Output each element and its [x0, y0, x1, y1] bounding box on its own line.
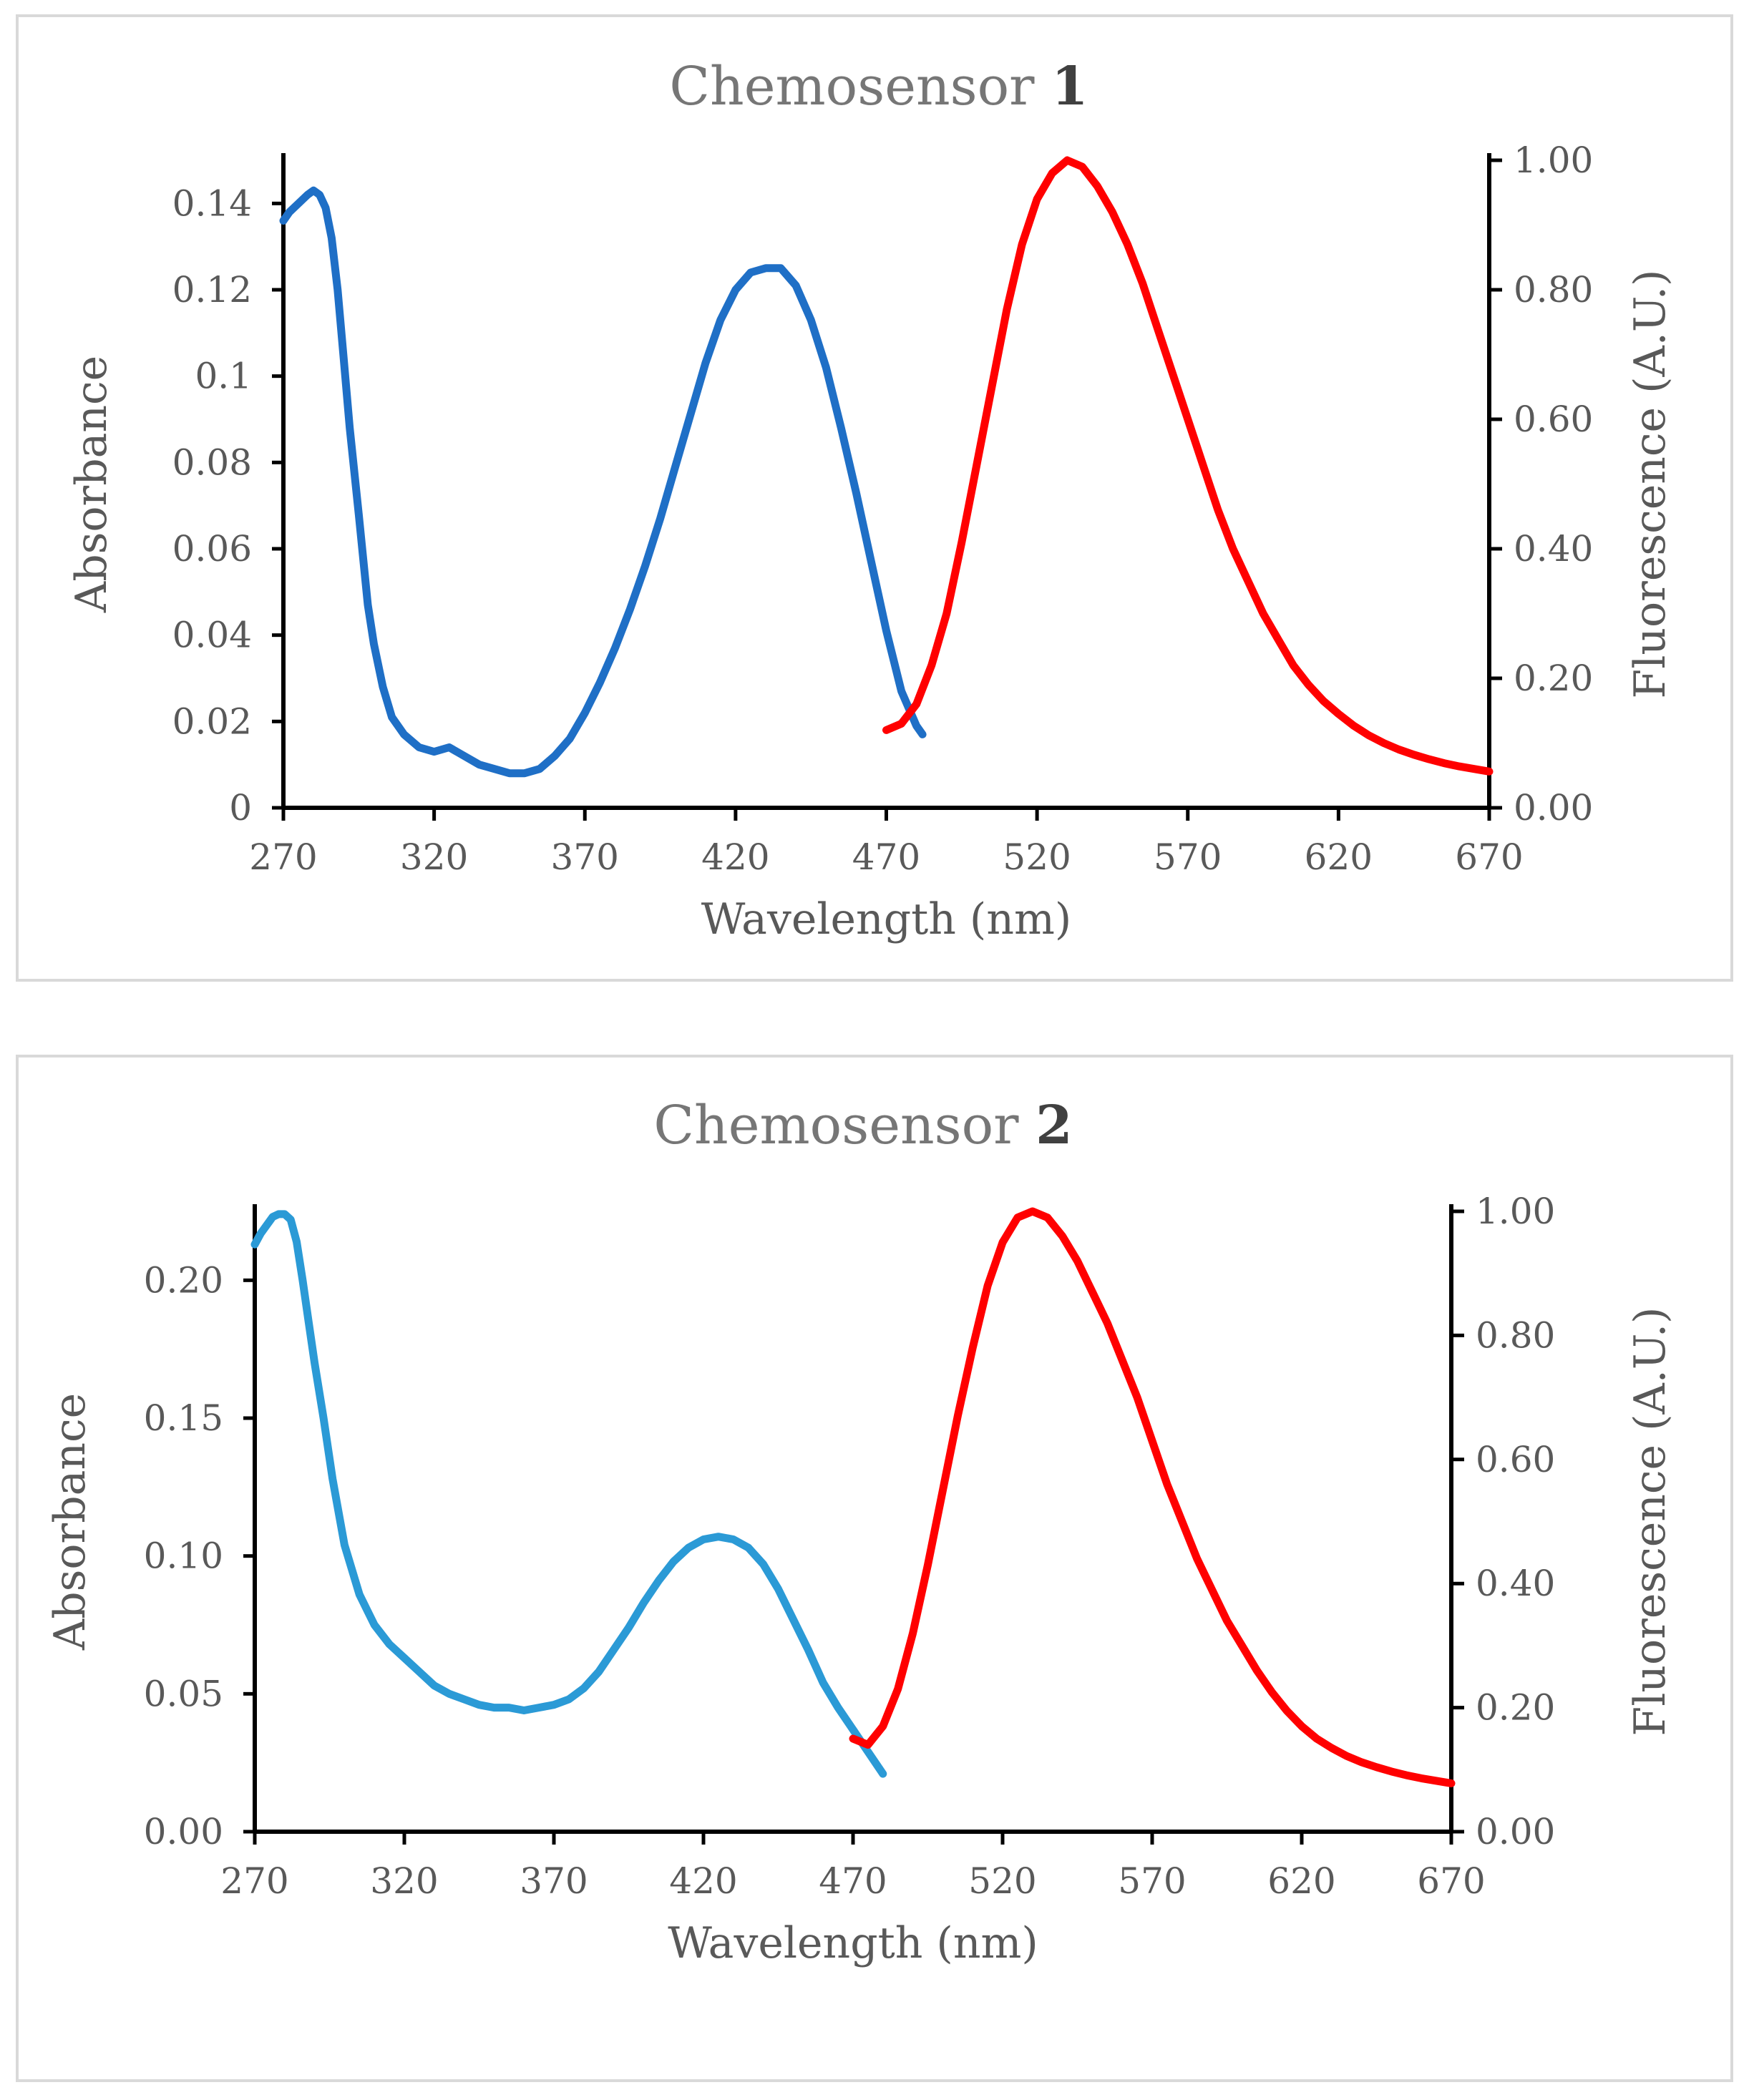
chart-1-y-tick-label: 0.1 — [195, 356, 252, 397]
chart-1-svg: Chemosensor 1 270 320 370 420 470 520 570 620 67… — [67, 56, 1675, 944]
chart-1-x-tick-label: 370 — [551, 836, 619, 878]
chart-1-y2-tick-label: 0.60 — [1514, 399, 1593, 440]
chart-1-y-tick-label: 0.08 — [172, 441, 252, 483]
chart-1-y-axis-title: Absorbance — [67, 356, 117, 613]
chart-1-x-tick-label: 670 — [1455, 836, 1523, 878]
chart-2-y2-axis-title: Fluorescence (A.U.) — [1625, 1307, 1675, 1737]
chart-2-x-axis-title: Wavelength (nm) — [668, 1918, 1038, 1968]
chart-1-absorbance-line — [279, 186, 927, 778]
chart-2-y-tick-label: 0.15 — [144, 1397, 223, 1439]
chart-1-y2-tick-label: 0.00 — [1514, 787, 1593, 829]
chart-2-absorbance-line — [250, 1210, 887, 1778]
chart-2-title: Chemosensor 2 — [653, 1095, 1072, 1156]
chart-1-x-tick-label: 620 — [1305, 836, 1373, 878]
chart-2-y-tick-label: 0.20 — [144, 1259, 223, 1301]
chart-2-y2-tick-label: 0.20 — [1476, 1687, 1555, 1729]
chart-2-y-axis-title: Absorbance — [45, 1393, 95, 1651]
chart-1-y-tick-label: 0 — [229, 787, 252, 829]
chart-1-y-tick-label: 0.04 — [172, 615, 252, 656]
chart-1-x-tick-label: 520 — [1003, 836, 1071, 878]
chart-2-x-tick-label: 370 — [520, 1860, 588, 1902]
chart-1-title: Chemosensor 1 — [669, 56, 1088, 117]
chart-panel-2: Chemosensor 2 270 320 370 420 470 520 570 620 67… — [16, 1055, 1733, 2082]
chart-1-y2-tick-label: 0.80 — [1514, 269, 1593, 311]
chart-1-y2-tick-label: 1.00 — [1514, 140, 1593, 181]
chart-2-x-tick-label: 470 — [819, 1860, 887, 1902]
chart-2-x-tick-label: 570 — [1118, 1860, 1186, 1902]
chart-1-y-tick-label: 0.02 — [172, 700, 252, 742]
chart-1-x-tick-label: 420 — [701, 836, 769, 878]
chart-1-y-tick-label: 0.06 — [172, 528, 252, 570]
chart-2-x-tick-label: 320 — [370, 1860, 438, 1902]
chart-1-x-tick-label: 320 — [400, 836, 468, 878]
chart-1-x-tick-label: 470 — [852, 836, 920, 878]
chart-2-x-tick-label: 620 — [1267, 1860, 1335, 1902]
chart-2-plot: 270 320 370 420 470 520 570 620 670 0.00 0.05 0.10 0… — [45, 1191, 1675, 1968]
chart-2-y-tick-label: 0.05 — [144, 1673, 223, 1714]
chart-1-fluorescence-line — [882, 156, 1494, 776]
chart-2-y-tick-label: 0.00 — [144, 1811, 223, 1852]
chart-1-y-tick-label: 0.14 — [172, 182, 252, 224]
chart-1-y2-tick-label: 0.40 — [1514, 528, 1593, 570]
chart-2-y2-tick-label: 0.00 — [1476, 1811, 1555, 1852]
chart-1-plot: 270 320 370 420 470 520 570 620 670 0 0.02 0.04 0.06… — [67, 140, 1675, 944]
chart-2-x-tick-label: 270 — [220, 1860, 288, 1902]
chart-2-x-tick-label: 520 — [968, 1860, 1036, 1902]
chart-1-x-tick-label: 270 — [249, 836, 317, 878]
chart-2-x-tick-label: 670 — [1417, 1860, 1485, 1902]
chart-1-y2-axis-title: Fluorescence (A.U.) — [1625, 270, 1675, 699]
chart-2-y2-tick-label: 0.80 — [1476, 1314, 1555, 1356]
chart-panel-1: Chemosensor 1 270 320 370 420 470 520 570 620 67… — [16, 14, 1733, 982]
chart-2-y-tick-label: 0.10 — [144, 1535, 223, 1577]
chart-2-y2-tick-label: 0.60 — [1476, 1439, 1555, 1480]
chart-1-y2-tick-label: 0.20 — [1514, 658, 1593, 699]
chart-2-y2-tick-label: 0.40 — [1476, 1563, 1555, 1604]
chart-1-x-tick-label: 570 — [1154, 836, 1222, 878]
chart-1-y-tick-label: 0.12 — [172, 269, 252, 311]
chart-1-x-axis-title: Wavelength (nm) — [701, 894, 1072, 944]
chart-2-x-tick-label: 420 — [669, 1860, 737, 1902]
chart-2-y2-tick-label: 1.00 — [1476, 1191, 1555, 1232]
chart-2-fluorescence-line — [849, 1207, 1456, 1787]
chart-2-svg: Chemosensor 2 270 320 370 420 470 520 570 620 67… — [45, 1095, 1675, 1968]
